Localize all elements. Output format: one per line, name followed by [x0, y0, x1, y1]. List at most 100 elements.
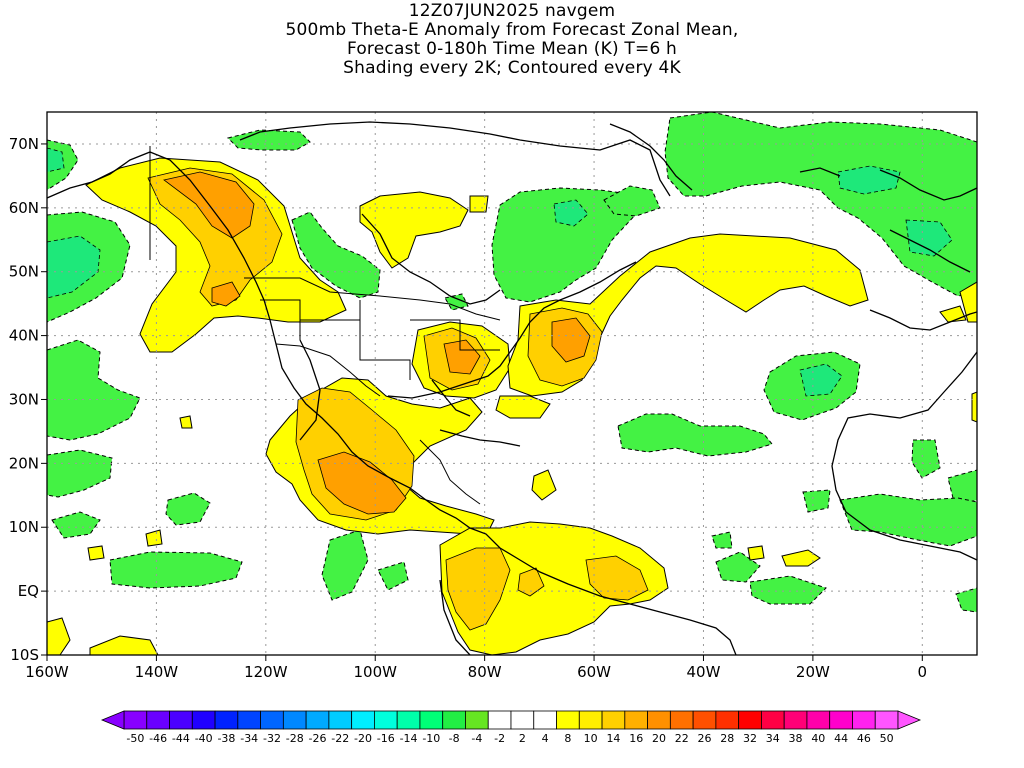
colorbar-swatch: [282, 710, 307, 730]
colorbar-swatch: [510, 710, 535, 730]
political-borders: [149, 146, 501, 505]
x-tick-label: 80W: [468, 663, 502, 681]
colorbar-swatch: [783, 710, 808, 730]
colorbar-label: 22: [675, 732, 689, 745]
figure-title: 12Z07JUN2025 navgem 500mb Theta-E Anomal…: [0, 2, 1024, 78]
y-tick-label: 50N: [9, 263, 39, 281]
colorbar-label: -32: [263, 732, 281, 745]
colorbar-swatch: [829, 710, 853, 730]
colorbar-label: 16: [629, 732, 643, 745]
colorbar-swatch: [715, 710, 740, 730]
colorbar-label: -8: [449, 732, 460, 745]
colorbar-label: 40: [811, 732, 825, 745]
colorbar-label: 8: [564, 732, 571, 745]
y-tick-label: 20N: [9, 454, 39, 472]
colorbar-swatch: [351, 710, 375, 730]
colorbar-label: -44: [172, 732, 190, 745]
x-tick-label: 20W: [796, 663, 830, 681]
colorbar-swatch: [305, 710, 330, 730]
colorbar-label: 4: [542, 732, 549, 745]
colorbar-label: 32: [743, 732, 757, 745]
colorbar-label: -26: [309, 732, 327, 745]
colorbar-swatch: [806, 710, 831, 730]
y-tick-label: 30N: [9, 390, 39, 408]
colorbar-swatch: [692, 710, 717, 730]
colorbar-label: -50: [126, 732, 144, 745]
colorbar-label: -38: [217, 732, 235, 745]
colorbar-swatch: [396, 710, 421, 730]
colorbar: -50 -46 -44 -40 -38 -34 -32 -28 -26 -22 -20 -16 -14-…: [100, 710, 922, 745]
colorbar-swatch: [578, 710, 603, 730]
x-tick-label: 100W: [354, 663, 398, 681]
colorbar-max-arrow: [897, 710, 922, 730]
colorbar-swatch: [738, 710, 762, 730]
colorbar-label: -28: [286, 732, 304, 745]
colorbar-swatch: [328, 710, 353, 730]
map-frame: [46, 111, 978, 656]
colorbar-swatch: [419, 710, 444, 730]
title-line-1: 12Z07JUN2025 navgem: [408, 1, 616, 21]
colorbar-label: -20: [354, 732, 372, 745]
colorbar-label: -46: [149, 732, 167, 745]
colorbar-swatch: [556, 710, 580, 730]
strong-negative-anomaly-fill: [47, 147, 953, 397]
y-tick-label: 10N: [9, 518, 39, 536]
x-tick-label: 140W: [135, 663, 179, 681]
colorbar-label: 44: [834, 732, 848, 745]
colorbar-swatch: [669, 710, 694, 730]
x-tick-label: 40W: [687, 663, 721, 681]
x-tick-label: 60W: [577, 663, 611, 681]
colorbar-label: 20: [652, 732, 666, 745]
y-tick-label: 60N: [9, 199, 39, 217]
colorbar-label: 50: [880, 732, 894, 745]
colorbar-label: 46: [857, 732, 871, 745]
colorbar-label: -10: [422, 732, 440, 745]
coastlines: [47, 121, 977, 655]
title-line-3: Forecast 0-180h Time Mean (K) T=6 h: [346, 39, 678, 59]
colorbar-swatch: [237, 710, 261, 730]
colorbar-swatch: [146, 710, 170, 730]
colorbar-swatch: [647, 710, 671, 730]
colorbar-swatch: [601, 710, 626, 730]
y-tick-label: 10S: [10, 646, 39, 664]
y-tick-label: 40N: [9, 327, 39, 345]
colorbar-label: 10: [584, 732, 598, 745]
colorbar-swatch: [260, 710, 284, 730]
colorbar-label: 38: [789, 732, 803, 745]
colorbar-label: -40: [195, 732, 213, 745]
colorbar-label: -22: [331, 732, 349, 745]
colorbar-label: 2: [519, 732, 526, 745]
colorbar-label: 14: [606, 732, 620, 745]
colorbar-label: -4: [471, 732, 482, 745]
colorbar-swatch: [169, 710, 193, 730]
colorbar-min-arrow: [100, 710, 125, 730]
colorbar-swatch: [874, 710, 899, 730]
colorbar-swatch: [624, 710, 648, 730]
colorbar-swatch: [442, 710, 466, 730]
colorbar-label: 28: [720, 732, 734, 745]
y-axis: 70N 60N 50N 40N 30N 20N 10N EQ 10S: [9, 135, 47, 664]
colorbar-label: -14: [400, 732, 418, 745]
colorbar-swatch: [487, 710, 512, 730]
colorbar-swatch: [374, 710, 398, 730]
colorbar-swatch: [761, 710, 785, 730]
x-axis: 160W 140W 120W 100W 80W 60W 40W 20W 0: [25, 655, 927, 681]
colorbar-swatch: [123, 710, 148, 730]
title-line-4: Shading every 2K; Contoured every 4K: [343, 58, 681, 78]
colorbar-swatch: [533, 710, 557, 730]
colorbar-label: -16: [377, 732, 395, 745]
colorbar-label: 26: [698, 732, 712, 745]
colorbar-label: -2: [494, 732, 505, 745]
title-line-2: 500mb Theta-E Anomaly from Forecast Zona…: [285, 20, 739, 40]
colorbar-swatch: [465, 710, 489, 730]
colorbar-label: 34: [766, 732, 780, 745]
x-tick-label: 160W: [25, 663, 69, 681]
colorbar-label: -34: [240, 732, 258, 745]
y-tick-label: 70N: [9, 135, 39, 153]
colorbar-swatch: [852, 710, 876, 730]
colorbar-swatch: [214, 710, 239, 730]
y-tick-label: EQ: [18, 582, 39, 600]
x-tick-label: 0: [918, 663, 928, 681]
x-tick-label: 120W: [244, 663, 288, 681]
